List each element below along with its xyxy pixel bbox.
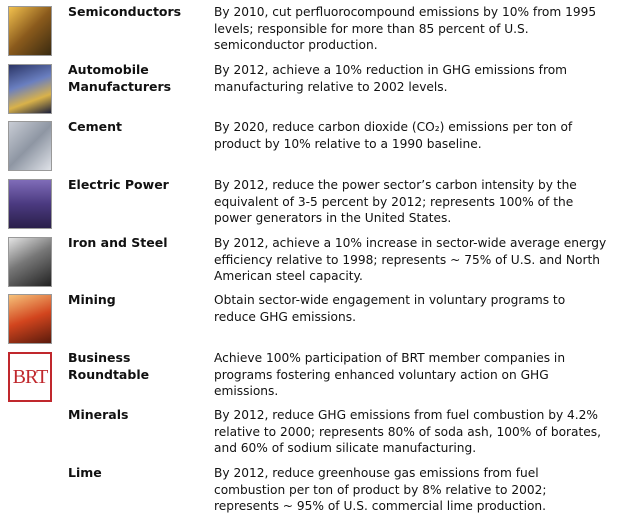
sector-icon xyxy=(8,294,52,344)
sector-icon xyxy=(8,6,52,56)
name-line: Minerals xyxy=(68,407,129,422)
sector-goal: Obtain sector-wide engagement in volunta… xyxy=(214,292,565,325)
sector-name: Lime xyxy=(68,465,102,482)
sector-name: Electric Power xyxy=(68,177,169,194)
sector-goal: By 2012, achieve a 10% reduction in GHG … xyxy=(214,62,567,95)
sector-name: Cement xyxy=(68,119,122,136)
sector-name: Automobile Manufacturers xyxy=(68,62,171,95)
name-line: Lime xyxy=(68,465,102,480)
goal-line: Achieve 100% participation of BRT member… xyxy=(214,351,566,365)
sector-goal: By 2012, achieve a 10% increase in secto… xyxy=(214,235,606,285)
name-line: Iron and Steel xyxy=(68,235,168,250)
sector-goal: By 2012, reduce the power sector’s carbo… xyxy=(214,177,577,227)
name-line: Semiconductors xyxy=(68,4,182,19)
name-line: Electric Power xyxy=(68,177,169,192)
goal-line: semiconductor production. xyxy=(214,38,378,52)
goal-line: Obtain sector-wide engagement in volunta… xyxy=(214,293,566,307)
goal-line: By 2012, reduce the power sector’s carbo… xyxy=(214,178,577,192)
goal-line: efficiency relative to 1998; represents … xyxy=(214,252,600,267)
sector-goal: By 2010, cut perfluorocompound emissions… xyxy=(214,4,596,54)
goal-line: and 60% of sodium silicate manufacturing… xyxy=(214,441,477,455)
name-line: Roundtable xyxy=(68,366,150,382)
sector-name: Mining xyxy=(68,292,116,309)
goal-line: combustion per ton of product by 8% rela… xyxy=(214,482,547,497)
goal-line: American steel capacity. xyxy=(214,269,363,283)
goal-line: programs fostering enhanced voluntary ac… xyxy=(214,367,549,382)
goal-line: represents ~ 95% of U.S. commercial lime… xyxy=(214,499,547,513)
goal-line: By 2012, achieve a 10% increase in secto… xyxy=(214,236,607,250)
goal-line: emissions. xyxy=(214,384,279,398)
brt-logo: BRT xyxy=(8,352,52,402)
sector-icon xyxy=(8,121,52,171)
name-line: Business xyxy=(68,350,131,365)
sector-icon xyxy=(8,179,52,229)
sector-icon xyxy=(8,237,52,287)
goal-line: levels; responsible for more than 85 per… xyxy=(214,21,529,36)
goal-line: power generators in the United States. xyxy=(214,211,452,225)
name-line: Automobile xyxy=(68,62,149,77)
goal-line: manufacturing relative to 2002 levels. xyxy=(214,79,448,94)
sector-name: Semiconductors xyxy=(68,4,181,21)
goal-line: By 2010, cut perfluorocompound emissions… xyxy=(214,5,597,19)
sector-name: Minerals xyxy=(68,407,128,424)
sector-name: Iron and Steel xyxy=(68,235,168,252)
sector-name: Business Roundtable xyxy=(68,350,149,383)
goal-line: By 2012, reduce greenhouse gas emissions… xyxy=(214,466,539,480)
goal-line: By 2012, achieve a 10% reduction in GHG … xyxy=(214,63,568,77)
sector-goal: By 2020, reduce carbon dioxide (CO₂) emi… xyxy=(214,119,572,152)
goal-line: equivalent of 3-5 percent by 2012; repre… xyxy=(214,194,574,209)
goal-line: product by 10% relative to a 1990 baseli… xyxy=(214,136,482,151)
name-line: Cement xyxy=(68,119,123,134)
goal-line: relative to 2000; represents 80% of soda… xyxy=(214,424,602,439)
goal-line: By 2020, reduce carbon dioxide (CO₂) emi… xyxy=(214,120,573,134)
goal-line: reduce GHG emissions. xyxy=(214,309,356,324)
sector-goal: By 2012, reduce GHG emissions from fuel … xyxy=(214,407,601,457)
name-line: Mining xyxy=(68,292,116,307)
sector-goal: By 2012, reduce greenhouse gas emissions… xyxy=(214,465,547,514)
sector-goal: Achieve 100% participation of BRT member… xyxy=(214,350,565,400)
goal-line: By 2012, reduce GHG emissions from fuel … xyxy=(214,408,599,422)
sector-icon xyxy=(8,64,52,114)
name-line: Manufacturers xyxy=(68,78,172,94)
